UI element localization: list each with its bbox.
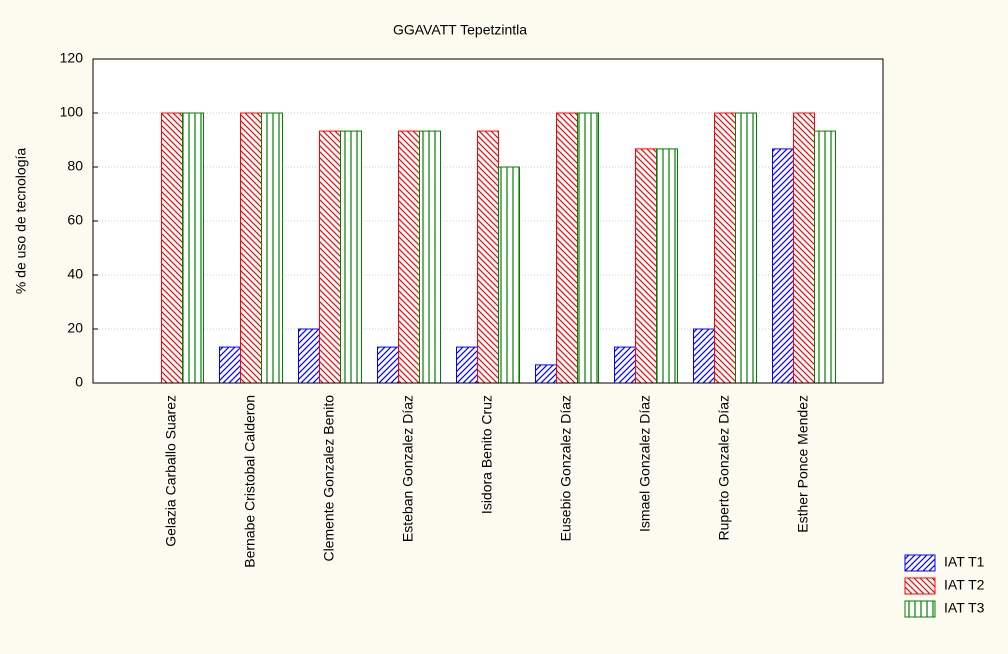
bar [556,112,578,384]
x-tick-label: Bernabe Cristobal Calderon [242,395,258,568]
bar [793,112,815,384]
bar [535,364,557,384]
bar [298,328,320,384]
x-tick-label: Esteban Gonzalez Díaz [400,395,416,542]
bar [261,112,283,384]
bar [693,328,715,384]
legend-label: IAT T3 [944,600,985,616]
x-tick-label: Isidora Benito Cruz [479,395,495,514]
bar [814,130,836,384]
legend-swatch [904,554,936,572]
x-tick-label: Esther Ponce Mendez [795,395,811,533]
y-tick-label: 0 [75,374,83,390]
bar [319,130,341,384]
bar [498,166,520,384]
chart-title: GGAVATT Tepetzintla [393,22,527,38]
y-tick-label: 100 [60,104,84,120]
legend-swatch [904,577,936,595]
bar [398,130,420,384]
bar [577,112,599,384]
bar [477,130,499,384]
bar [614,346,636,384]
bar [714,112,736,384]
bar [419,130,441,384]
bar [161,112,183,384]
bar [182,112,204,384]
bar [635,148,657,384]
plot-frame [92,58,884,384]
legend-label: IAT T1 [944,554,985,570]
x-tick-label: Ismael Gonzalez Díaz [637,395,653,532]
y-tick-label: 20 [67,320,83,336]
x-tick-label: Eusebio Gonzalez Díaz [558,395,574,541]
bar [219,346,241,384]
y-tick-label: 60 [67,212,83,228]
bar [656,148,678,384]
x-tick-label: Clemente Gonzalez Benito [321,395,337,562]
legend-swatch [904,600,936,618]
bar [340,130,362,384]
x-tick-label: Gelazia Carballo Suarez [163,395,179,547]
bar [240,112,262,384]
bar [735,112,757,384]
bar [377,346,399,384]
bar [456,346,478,384]
bar [772,148,794,384]
y-axis-label: % de uso de tecnología [13,148,29,295]
legend-label: IAT T2 [944,577,985,593]
y-tick-label: 40 [67,266,83,282]
y-tick-label: 80 [67,158,83,174]
x-tick-label: Ruperto Gonzalez Díaz [716,395,732,541]
y-tick-label: 120 [60,50,84,66]
